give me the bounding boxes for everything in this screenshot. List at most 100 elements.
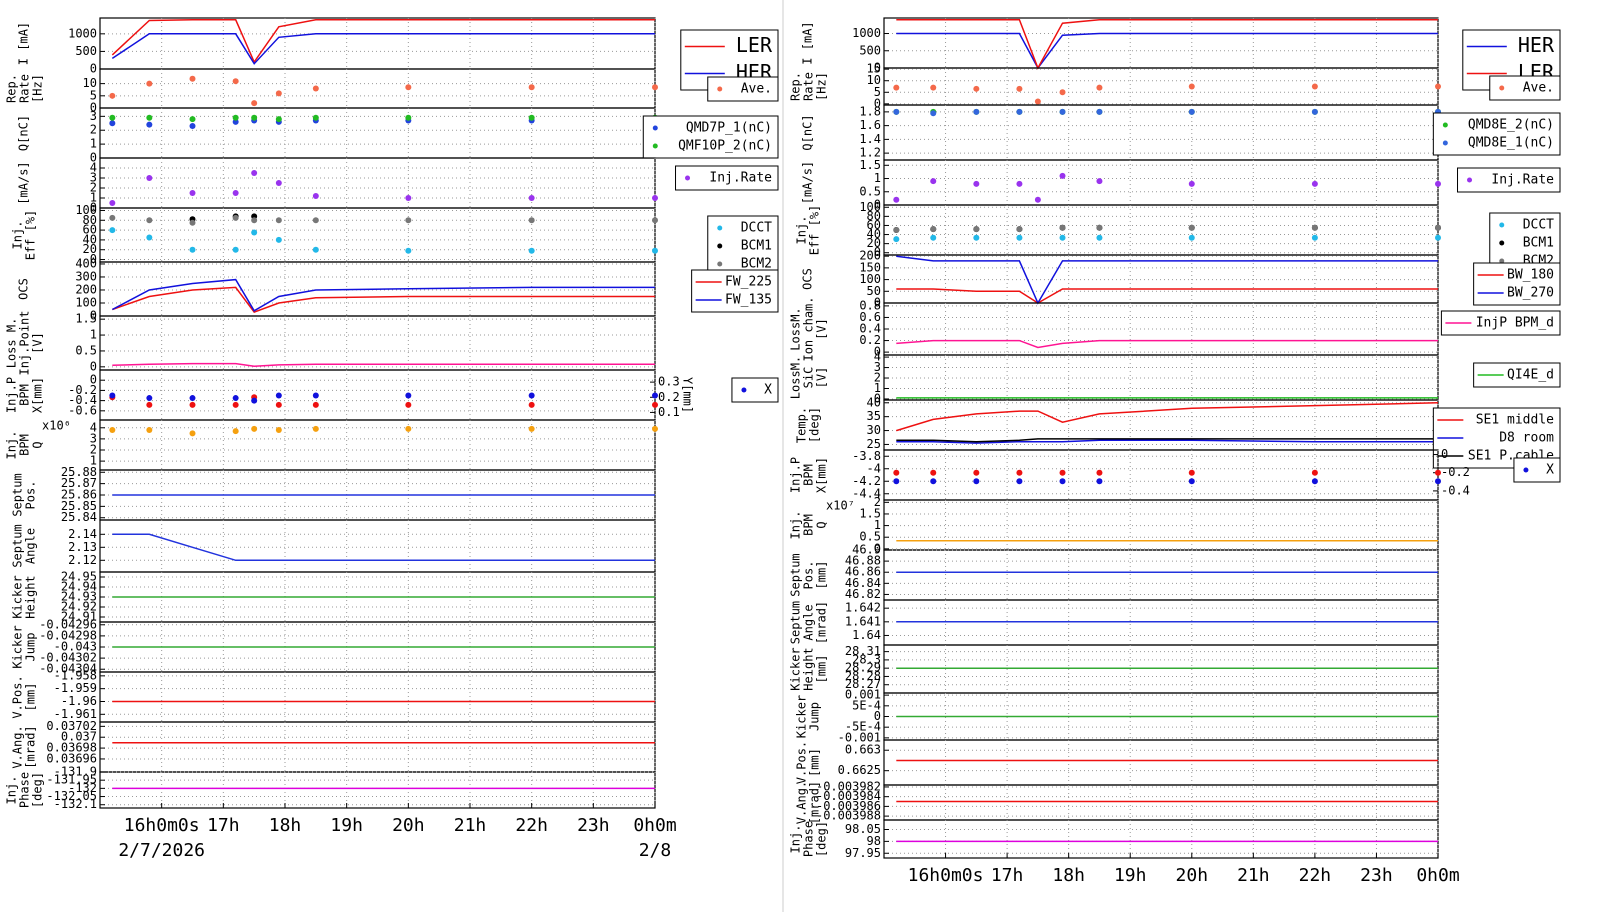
y-tick-label: 25.88	[61, 465, 97, 479]
y-axis-label: [mrad]	[808, 781, 822, 824]
data-point	[1188, 108, 1195, 115]
y-tick-label: 1	[90, 454, 97, 468]
y-axis-label: BPM	[18, 434, 32, 456]
data-point	[1059, 234, 1066, 241]
legend-label: DCCT	[741, 221, 772, 236]
data-point	[1059, 478, 1066, 485]
data-point	[232, 118, 239, 125]
y-tick-label: 25.84	[61, 510, 97, 524]
y-axis-label: Q[nC]	[801, 114, 815, 150]
y-tick-label: 2.13	[68, 540, 97, 554]
legend-label: HER	[1518, 33, 1555, 57]
legend-swatch	[717, 225, 723, 231]
y-tick-label: 0	[874, 96, 881, 110]
y-tick-label: -5E-4	[845, 720, 881, 734]
y-tick-label: 24.92	[61, 600, 97, 614]
data-point	[893, 478, 900, 485]
y-tick-label: 2	[874, 371, 881, 385]
y-axis-label: [mrad]	[24, 725, 38, 768]
data-point	[930, 226, 937, 233]
legend-label: X	[764, 383, 772, 398]
data-point	[930, 478, 937, 485]
data-point	[973, 108, 980, 115]
y-tick-label: 2.12	[68, 553, 97, 567]
x-tick-label: 19h	[330, 815, 363, 836]
data-point	[146, 121, 153, 128]
legend-label: Inj.Rate	[1491, 173, 1554, 188]
y-axis-label: [mA/s]	[17, 161, 31, 204]
data-point	[528, 401, 535, 408]
x-tick-label: 22h	[1299, 865, 1332, 886]
y-axis-label: Angle	[24, 528, 38, 564]
data-point	[1435, 224, 1441, 231]
y-tick-label: 0	[874, 709, 881, 723]
y-tick-label: 1.8	[859, 104, 881, 118]
legend-label: InjP BPM_d	[1476, 316, 1554, 331]
data-point	[312, 246, 319, 253]
y-tick-label: 80	[83, 213, 97, 227]
legend-label: QI4E_d	[1507, 368, 1554, 383]
y-tick-label: -1.96	[61, 694, 97, 708]
data-point	[109, 227, 116, 234]
y-tick-label: 0	[90, 151, 97, 165]
y-tick-label: 46.82	[845, 587, 881, 601]
y-axis-label: [V]	[815, 367, 829, 389]
series-line	[112, 362, 655, 367]
y-tick-label: 2	[874, 495, 881, 509]
data-point	[528, 217, 535, 224]
legend-label: BW_180	[1507, 268, 1554, 283]
legend-swatch	[717, 261, 723, 267]
x-tick-label: 17h	[991, 865, 1024, 886]
y-axis-label: Q	[31, 441, 45, 448]
y-tick-label: 0	[874, 198, 881, 212]
y-axis-label: X[mm]	[815, 457, 829, 493]
legend-swatch	[1499, 85, 1505, 91]
y-tick-label: 1.641	[845, 614, 881, 628]
panel-frame	[99, 419, 656, 471]
data-point	[109, 92, 116, 99]
date-label: 2/8	[639, 840, 672, 861]
y-tick-label: -0.2	[68, 383, 97, 397]
y-axis-label: Loss M.	[5, 318, 19, 369]
series-line	[896, 255, 1438, 305]
data-point	[275, 180, 282, 186]
y-tick-label: -0.04302	[39, 651, 97, 665]
y-tick-label: 0	[874, 391, 881, 405]
legend-label: BW_270	[1507, 286, 1554, 301]
y-axis-label: BPM	[802, 514, 816, 536]
y-tick-label: 28.29	[845, 661, 881, 675]
series-line	[896, 32, 1438, 70]
legend-label: BCM1	[1523, 236, 1554, 251]
data-point	[312, 85, 319, 92]
panel-frame	[99, 17, 656, 70]
y-tick-label: -0.4	[68, 393, 97, 407]
y-tick-label: 1	[90, 328, 97, 342]
y-axis-label: Temp.	[795, 407, 809, 443]
y-tick-label: -131.9	[54, 765, 97, 779]
data-point	[528, 84, 535, 91]
data-point	[405, 114, 412, 121]
panel-frame	[883, 204, 1439, 256]
y-tick-label: 0.037	[61, 730, 97, 744]
data-point	[312, 114, 319, 121]
data-point	[930, 178, 937, 185]
y-axis-label: Septum	[789, 553, 803, 596]
data-point	[312, 193, 319, 199]
y-tick-label: -132.05	[46, 789, 97, 803]
legend-swatch	[685, 175, 691, 181]
series-line	[111, 33, 655, 65]
data-point	[652, 425, 658, 432]
data-point	[1059, 172, 1066, 179]
legend-box	[691, 269, 779, 313]
data-point	[1034, 196, 1041, 203]
series-line	[896, 438, 1438, 443]
x-tick-label: 16h0m0s	[908, 865, 984, 886]
y-tick-label: 0.2	[859, 333, 881, 347]
legend-label: Ave.	[1523, 81, 1554, 96]
data-point	[251, 397, 258, 404]
data-point	[146, 427, 153, 433]
y-tick-label: 2	[90, 123, 97, 137]
y-tick-label: 0.001	[845, 688, 881, 702]
y-tick-label: 0.5	[859, 184, 881, 198]
y-axis-label: Inj.	[789, 511, 803, 540]
